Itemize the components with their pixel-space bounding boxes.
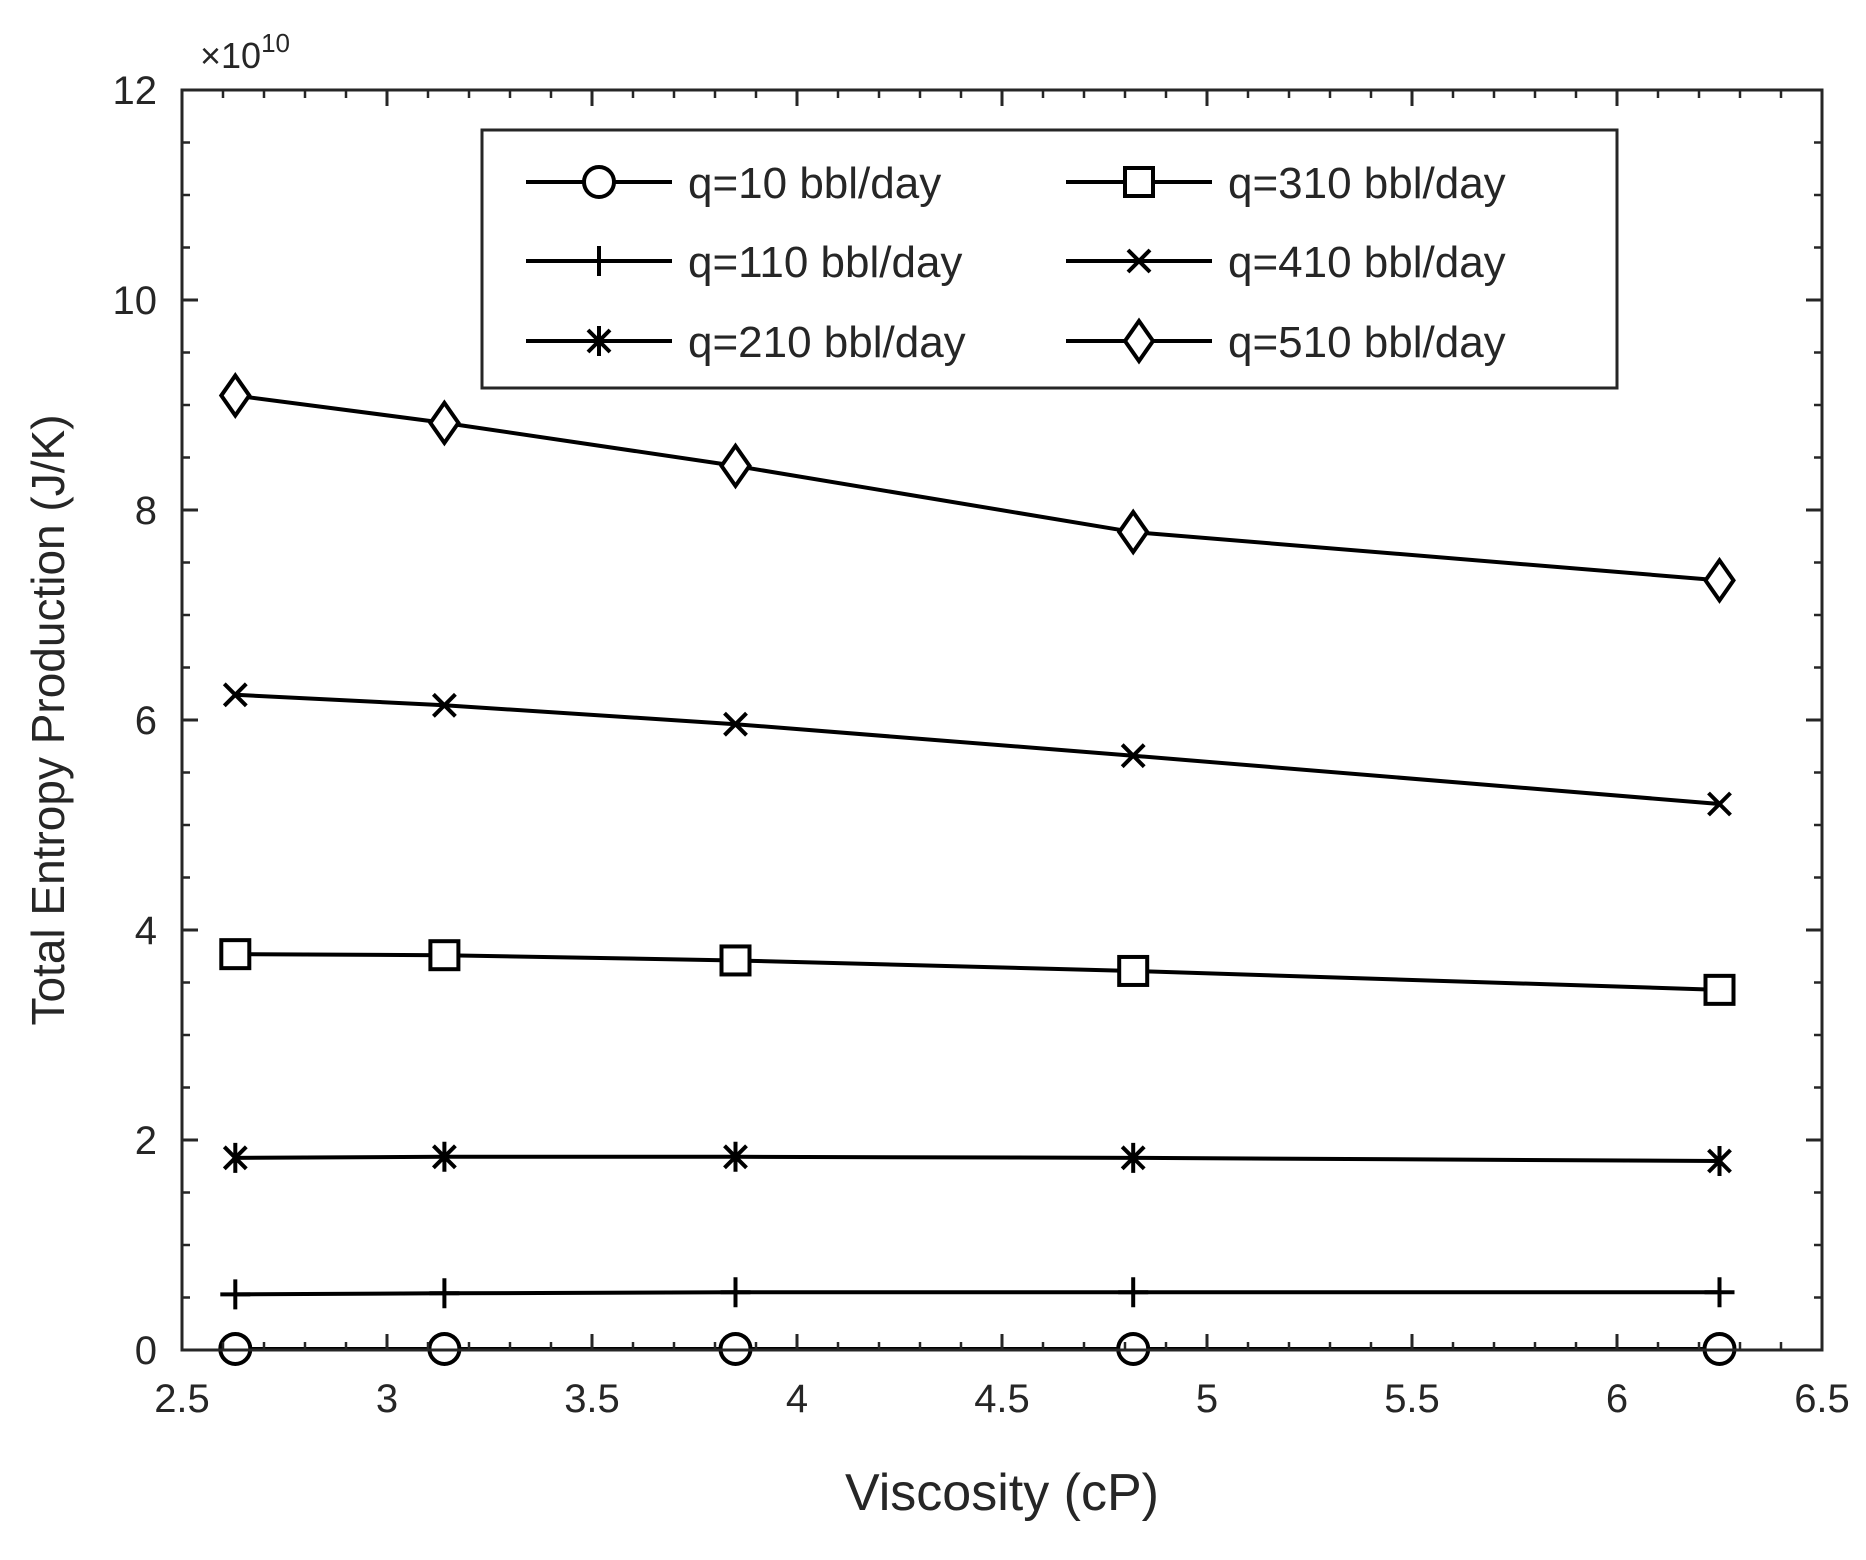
x-tick-label: 6 [1606,1377,1628,1421]
marker-plus [720,1277,751,1308]
marker-square [719,944,752,977]
marker-diamond [1703,556,1736,604]
y-tick-label: 8 [135,489,157,533]
marker-asterisk [1707,1146,1732,1176]
y-tick-label: 12 [113,69,158,113]
y-tick-label: 4 [135,909,157,953]
marker-plus [429,1278,460,1309]
y-exponent-base: 10 [221,35,261,76]
series-5 [218,372,1736,604]
legend-entry: q=110 bbl/day [526,238,962,287]
y-tick-label: 10 [113,279,158,323]
legend-label: q=210 bbl/day [688,318,966,367]
x-tick-label: 2.5 [154,1377,210,1421]
marker-diamond [218,372,252,420]
series-3 [219,938,1736,1006]
marker-asterisk [586,326,612,356]
marker-diamond [427,399,461,447]
marker-plus [220,1279,251,1310]
marker-square [1123,166,1155,198]
marker-asterisk [1120,1142,1146,1173]
legend-label: q=110 bbl/day [688,238,962,287]
marker-x [1120,743,1146,769]
marker-x [723,711,748,737]
legend-label: q=410 bbl/day [1228,238,1506,287]
marker-plus [1118,1277,1149,1308]
y-exponent-power: 10 [261,28,290,58]
marker-asterisk [723,1141,748,1172]
series-1 [220,1277,1735,1310]
marker-square [428,939,461,972]
y-tick-label: 6 [135,699,157,743]
marker-diamond [719,442,752,490]
marker-diamond [1122,317,1156,365]
x-tick-label: 4 [786,1377,808,1421]
legend-entry: q=310 bbl/day [1066,159,1506,208]
y-axis-label: Total Entropy Production (J/K) [22,414,74,1025]
x-tick-label: 3 [376,1377,398,1421]
legend-label: q=310 bbl/day [1228,159,1506,208]
marker-x [222,682,248,708]
legend-entry: q=210 bbl/day [526,318,966,367]
tick-layer: 2.5 3 3.5 4 4.5 5 5.5 6 6.5 0 2 4 6 8 10 12 [113,69,1850,1421]
x-tick-label: 6.5 [1794,1377,1850,1421]
legend-entry: q=410 bbl/day [1066,238,1506,287]
marker-square [1703,973,1736,1006]
marker-plus [584,246,614,276]
marker-square [1117,954,1150,987]
x-tick-label: 5 [1196,1377,1218,1421]
y-tick-label: 2 [135,1119,157,1163]
legend-label: q=10 bbl/day [688,159,941,208]
legend-label: q=510 bbl/day [1228,318,1506,367]
series-2 [222,1141,1732,1176]
x-tick-label: 4.5 [974,1377,1030,1421]
series-layer [218,372,1737,1366]
y-exponent-label: ×1010 [200,28,290,76]
marker-x [431,692,457,718]
marker-circle [582,165,616,199]
marker-plus [1704,1277,1735,1308]
y-exponent-prefix: × [200,35,221,76]
x-tick-label: 5.5 [1384,1377,1440,1421]
marker-diamond [1116,508,1150,556]
legend-entry: q=10 bbl/day [526,159,941,208]
y-tick-label: 0 [135,1329,157,1373]
legend: q=10 bbl/day q=110 bbl/day q=210 bbl/day q=… [480,128,1619,390]
x-tick-label: 3.5 [564,1377,620,1421]
marker-x [1126,248,1152,274]
x-axis-label: Viscosity (cP) [845,1464,1159,1522]
marker-square [219,938,252,971]
series-4 [222,682,1732,817]
legend-entry: q=510 bbl/day [1066,317,1506,367]
marker-asterisk [431,1141,457,1172]
marker-asterisk [222,1142,248,1173]
marker-x [1707,791,1732,817]
